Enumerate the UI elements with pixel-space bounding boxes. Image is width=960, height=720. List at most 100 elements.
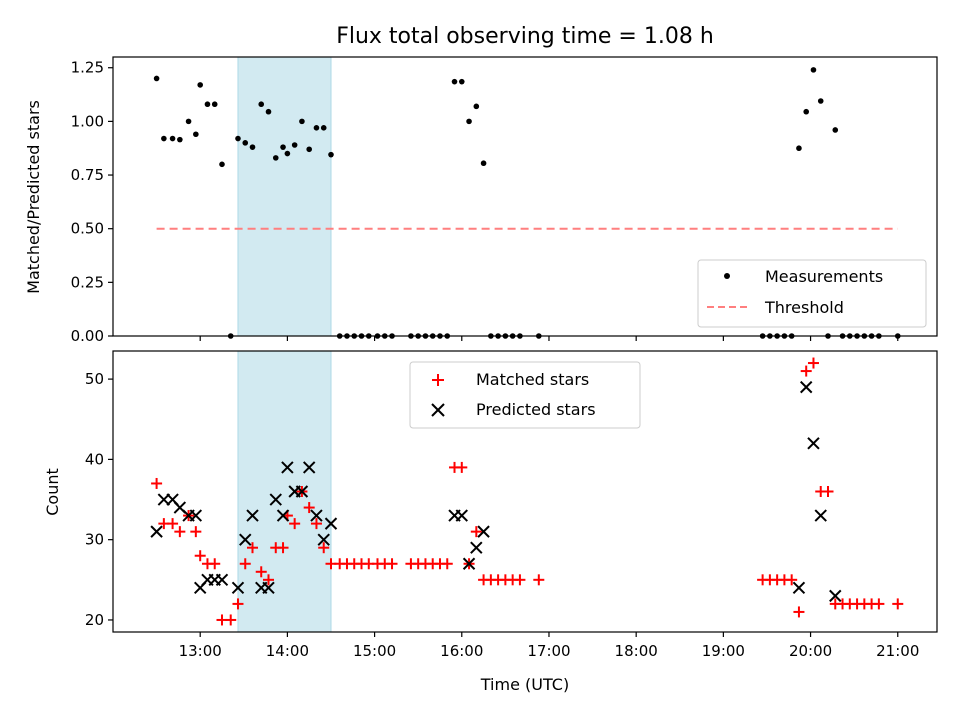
measurement-point — [458, 78, 465, 85]
predicted-star-point — [829, 589, 842, 603]
matched-star-point — [456, 461, 468, 473]
measurement-point — [328, 151, 334, 158]
matched-star-point — [873, 598, 885, 610]
measurement-point — [280, 144, 286, 150]
measurement-point — [219, 161, 225, 168]
predicted-star-point — [310, 509, 323, 522]
matched-stars-points — [151, 357, 904, 626]
legend-matched-label: Matched stars — [476, 370, 589, 389]
matched-star-point — [247, 542, 259, 554]
measurement-point — [832, 127, 839, 133]
chart-title: Flux total observing time = 1.08 h — [336, 24, 714, 49]
measurement-point — [161, 135, 167, 142]
legend-measurements-marker — [724, 273, 730, 279]
matched-star-point — [807, 357, 819, 369]
matched-star-point — [514, 574, 526, 586]
measurement-point — [299, 118, 305, 125]
top-ytick-label: 0.00 — [71, 327, 104, 345]
measurement-point — [211, 101, 218, 108]
measurement-point — [803, 108, 810, 115]
matched-star-point — [318, 542, 330, 554]
matched-star-point — [209, 558, 221, 570]
measurement-point — [258, 101, 265, 108]
xtick-label: 16:00 — [440, 642, 483, 660]
matched-star-point — [225, 614, 237, 626]
measurement-point — [796, 145, 802, 152]
predicted-star-point — [269, 493, 282, 506]
predicted-star-point — [246, 509, 259, 522]
bottom-x-ticks: 13:00 14:00 15:00 16:00 17:00 18:00 19:00 20:00… — [179, 632, 919, 660]
matched-star-point — [892, 598, 904, 610]
xtick-label: 13:00 — [179, 642, 222, 660]
predicted-star-point — [324, 517, 338, 530]
top-x-ticks — [199, 336, 899, 341]
measurement-point — [197, 82, 203, 88]
matched-star-point — [167, 518, 179, 530]
observation-span-bottom — [237, 350, 332, 633]
predicted-star-point — [455, 509, 468, 522]
legend-predicted-marker — [431, 403, 445, 417]
bottom-y-ticks: 20 30 40 50 — [85, 370, 113, 629]
predicted-star-point — [814, 509, 827, 522]
bottom-legend: Matched stars Predicted stars — [409, 361, 641, 429]
predicted-star-point — [295, 485, 309, 498]
measurement-point — [451, 78, 458, 85]
matched-star-point — [386, 558, 398, 570]
matched-star-point — [174, 526, 186, 538]
top-ytick-label: 0.50 — [71, 220, 104, 238]
top-axes-frame — [112, 56, 938, 337]
predicted-star-point — [807, 437, 820, 450]
matched-star-point — [533, 574, 545, 586]
bottom-ytick-label: 40 — [85, 450, 104, 468]
measurement-point — [193, 131, 199, 138]
measurement-point — [204, 101, 211, 108]
predicted-star-point — [792, 581, 806, 595]
top-ytick-label: 0.75 — [71, 166, 104, 184]
measurement-point — [473, 103, 480, 110]
bottom-y-axis-label: Count — [43, 468, 62, 516]
matched-star-point — [800, 365, 812, 377]
predicted-star-point — [317, 533, 330, 546]
predicted-stars-points — [150, 380, 842, 603]
measurement-point — [242, 140, 249, 146]
measurement-point — [480, 160, 487, 167]
matched-star-point — [255, 566, 267, 578]
xtick-label: 15:00 — [353, 642, 396, 660]
measurement-point — [265, 108, 272, 115]
matched-star-point — [262, 574, 274, 586]
measurement-point — [177, 136, 183, 143]
measurement-point — [810, 67, 817, 73]
x-axis-label: Time (UTC) — [480, 675, 569, 694]
matched-star-point — [289, 518, 301, 530]
measurement-point — [249, 144, 256, 150]
top-ytick-label: 0.25 — [71, 273, 104, 291]
top-legend: Measurements Threshold — [697, 259, 927, 328]
xtick-label: 17:00 — [527, 642, 570, 660]
measurement-point — [313, 125, 320, 131]
top-ytick-label: 1.00 — [71, 112, 104, 130]
legend-measurements-label: Measurements — [765, 267, 883, 286]
measurement-point — [153, 75, 160, 82]
legend-predicted-label: Predicted stars — [476, 400, 596, 419]
matched-star-point — [441, 558, 453, 570]
matched-star-point — [310, 518, 322, 530]
xtick-label: 21:00 — [876, 642, 919, 660]
predicted-star-point — [239, 533, 252, 546]
measurement-point — [185, 118, 192, 125]
measurement-point — [235, 135, 241, 142]
xtick-label: 18:00 — [615, 642, 658, 660]
bottom-legend-box — [409, 361, 641, 429]
xtick-label: 20:00 — [789, 642, 832, 660]
predicted-star-point — [477, 525, 490, 538]
top-legend-box — [697, 259, 927, 328]
predicted-star-point — [262, 581, 275, 595]
matched-star-point — [232, 598, 244, 610]
bottom-ytick-label: 50 — [85, 370, 104, 388]
bottom-ytick-label: 20 — [85, 611, 104, 629]
matched-star-point — [470, 526, 482, 538]
bottom-axes-frame — [112, 350, 938, 633]
measurement-point — [291, 142, 298, 148]
xtick-label: 19:00 — [702, 642, 745, 660]
